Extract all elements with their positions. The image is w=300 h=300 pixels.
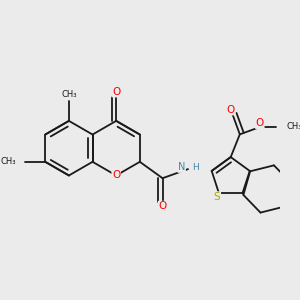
Text: O: O xyxy=(256,118,264,128)
Text: O: O xyxy=(158,201,167,212)
Text: N: N xyxy=(178,162,185,172)
Text: S: S xyxy=(214,192,220,202)
Text: CH₃: CH₃ xyxy=(1,157,16,166)
Text: O: O xyxy=(226,105,235,115)
Text: H: H xyxy=(192,163,198,172)
Text: CH₃: CH₃ xyxy=(61,90,76,99)
Text: O: O xyxy=(112,87,120,97)
Text: CH₃: CH₃ xyxy=(286,122,300,131)
Text: O: O xyxy=(112,170,120,181)
